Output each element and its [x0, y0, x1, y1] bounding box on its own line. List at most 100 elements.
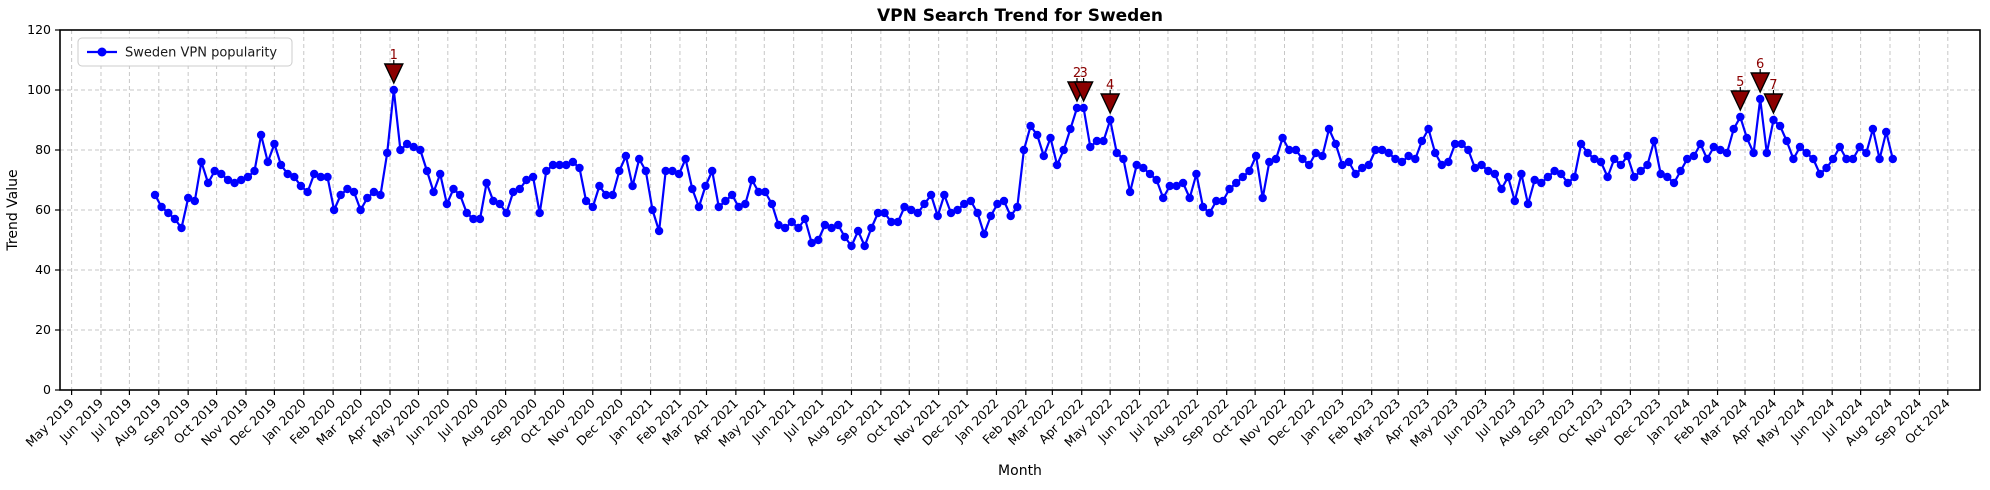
data-point-marker: [960, 199, 969, 209]
data-point-marker: [1696, 139, 1705, 149]
data-point-marker: [336, 190, 345, 200]
data-point-marker: [310, 169, 319, 179]
data-point-marker: [1769, 115, 1778, 125]
y-axis-label: Trend Value: [5, 169, 21, 251]
annotation-label: 7: [1769, 78, 1777, 93]
data-point-marker: [747, 175, 757, 185]
chart-title: VPN Search Trend for Sweden: [877, 6, 1163, 26]
data-point-marker: [1702, 154, 1712, 164]
data-point-marker: [1298, 154, 1307, 164]
data-point-marker: [1676, 166, 1685, 176]
data-point-marker: [1656, 169, 1665, 179]
data-point-marker: [1072, 103, 1082, 113]
data-point-marker: [940, 190, 949, 200]
data-point-marker: [1689, 151, 1699, 161]
data-point-marker: [893, 217, 903, 227]
data-point-marker: [164, 208, 173, 218]
data-point-marker: [316, 172, 325, 182]
data-point-marker: [442, 199, 452, 209]
data-point-marker: [1603, 172, 1612, 182]
data-point-marker: [1517, 169, 1526, 179]
data-point-marker: [376, 190, 385, 200]
y-tick-label: 40: [35, 262, 51, 277]
data-point-marker: [734, 202, 743, 212]
data-point-marker: [840, 232, 849, 242]
data-point-marker: [363, 193, 372, 203]
data-point-marker: [1523, 199, 1533, 209]
data-point-marker: [1039, 151, 1049, 161]
data-point-marker: [800, 214, 810, 224]
data-point-marker: [767, 199, 777, 209]
triangle-down-marker-icon: [1100, 93, 1121, 115]
data-point-marker: [243, 172, 253, 182]
data-point-marker: [1125, 187, 1135, 197]
data-point-marker: [1311, 148, 1321, 158]
data-point-marker: [1358, 163, 1367, 173]
data-point-marker: [1046, 133, 1055, 143]
data-point-marker: [953, 205, 962, 215]
y-tick-label: 0: [43, 382, 51, 397]
data-point-marker: [150, 190, 160, 200]
legend: Sweden VPN popularity: [77, 37, 293, 67]
data-point-marker: [1159, 193, 1168, 203]
data-point-marker: [979, 229, 989, 239]
data-point-marker: [455, 190, 465, 200]
data-point-marker: [628, 181, 637, 191]
data-point-marker: [933, 211, 942, 221]
data-point-marker: [1736, 112, 1745, 122]
y-tick-label: 120: [27, 22, 51, 37]
data-point-marker: [1742, 133, 1752, 143]
data-point-marker: [867, 223, 876, 233]
data-point-marker: [1006, 211, 1015, 221]
data-point-marker: [396, 145, 405, 155]
data-point-marker: [256, 130, 266, 140]
data-point-marker: [1510, 196, 1520, 206]
data-point-marker: [1503, 172, 1513, 182]
data-point-marker: [528, 172, 538, 182]
data-point-marker: [1066, 124, 1075, 134]
data-point-marker: [1835, 142, 1845, 152]
y-tick-label: 80: [35, 142, 51, 157]
data-point-marker: [741, 199, 750, 209]
data-point-marker: [502, 208, 511, 218]
data-point-marker: [1278, 133, 1287, 143]
data-point-marker: [170, 214, 180, 224]
data-point-marker: [1855, 142, 1864, 152]
data-point-marker: [1411, 154, 1420, 164]
data-point-marker: [654, 226, 664, 236]
data-point-marker: [1722, 148, 1732, 158]
annotation-label: 5: [1736, 75, 1744, 90]
data-point-marker: [1384, 148, 1393, 158]
data-point-marker: [343, 184, 352, 194]
data-point-marker: [296, 181, 306, 191]
data-point-marker: [1882, 127, 1891, 137]
data-point-marker: [774, 220, 783, 230]
data-point-marker: [429, 187, 438, 197]
data-point-marker: [1470, 163, 1480, 173]
data-point-marker: [1132, 160, 1141, 170]
data-point-marker: [635, 154, 644, 164]
data-point-marker: [1019, 145, 1029, 155]
data-point-marker: [1417, 136, 1427, 146]
data-point-marker: [203, 178, 213, 188]
data-point-marker: [283, 169, 292, 179]
data-point-marker: [1431, 148, 1440, 158]
data-point-marker: [190, 196, 199, 206]
data-point-marker: [834, 220, 843, 230]
data-point-marker: [197, 157, 206, 167]
data-point-marker: [1106, 115, 1115, 125]
data-point-marker: [681, 154, 690, 164]
data-point-marker: [475, 214, 485, 224]
data-point-marker: [1391, 154, 1400, 164]
data-point-marker: [595, 181, 604, 191]
data-point-marker: [1198, 202, 1208, 212]
data-point-marker: [1172, 181, 1181, 191]
data-point-marker: [1683, 154, 1692, 164]
data-point-marker: [535, 208, 544, 218]
data-point-marker: [1371, 145, 1380, 155]
data-point-marker: [1576, 139, 1586, 149]
data-point-marker: [369, 187, 379, 197]
data-point-marker: [920, 199, 929, 209]
